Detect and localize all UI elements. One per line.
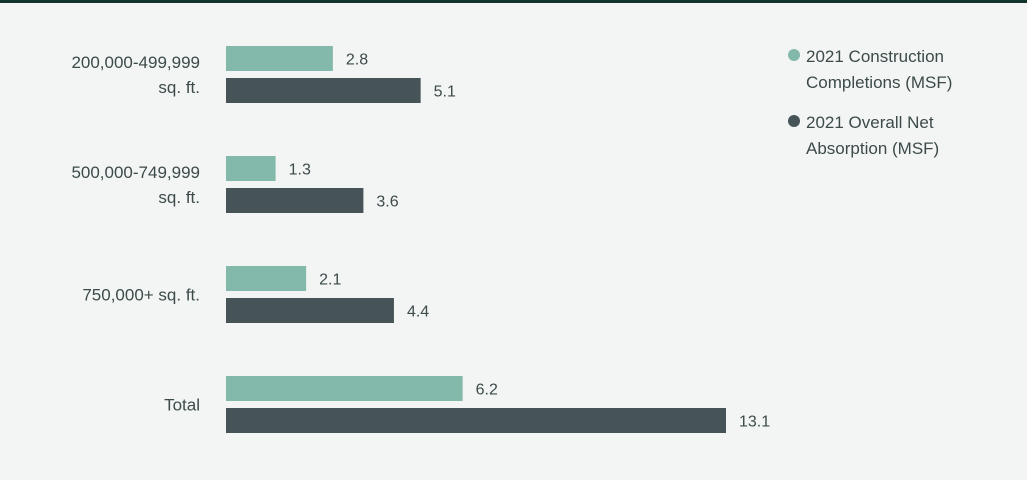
category-label: 750,000+ sq. ft.	[82, 286, 200, 305]
data-label: 6.2	[476, 382, 498, 399]
data-label: 1.3	[289, 162, 311, 179]
legend-swatch-completions	[788, 49, 800, 61]
bar-completions	[226, 266, 307, 291]
category-label: Total	[164, 396, 200, 415]
legend-swatch-absorption	[788, 115, 800, 127]
bar-completions	[226, 156, 276, 181]
top-rule	[0, 0, 1027, 3]
bar-completions	[226, 376, 463, 401]
legend-label-completions: 2021 Construction Completions (MSF)	[806, 47, 953, 92]
data-label: 3.6	[376, 194, 398, 211]
bar-completions	[226, 46, 333, 71]
legend-item-completions: 2021 Construction Completions (MSF)	[788, 44, 1018, 96]
legend-item-absorption: 2021 Overall Net Absorption (MSF)	[788, 110, 1018, 162]
data-label: 2.8	[346, 52, 368, 69]
category-label: 500,000-749,999 sq. ft.	[71, 163, 200, 207]
category-label: 200,000-499,999 sq. ft.	[71, 53, 200, 97]
data-label: 4.4	[407, 304, 429, 321]
bar-absorption	[226, 188, 364, 213]
bar-absorption	[226, 408, 726, 433]
legend: 2021 Construction Completions (MSF) 2021…	[788, 44, 1018, 176]
bar-absorption	[226, 78, 421, 103]
bar-absorption	[226, 298, 394, 323]
data-label: 13.1	[739, 414, 770, 431]
legend-label-absorption: 2021 Overall Net Absorption (MSF)	[806, 113, 940, 158]
data-label: 5.1	[434, 84, 456, 101]
data-label: 2.1	[319, 272, 341, 289]
